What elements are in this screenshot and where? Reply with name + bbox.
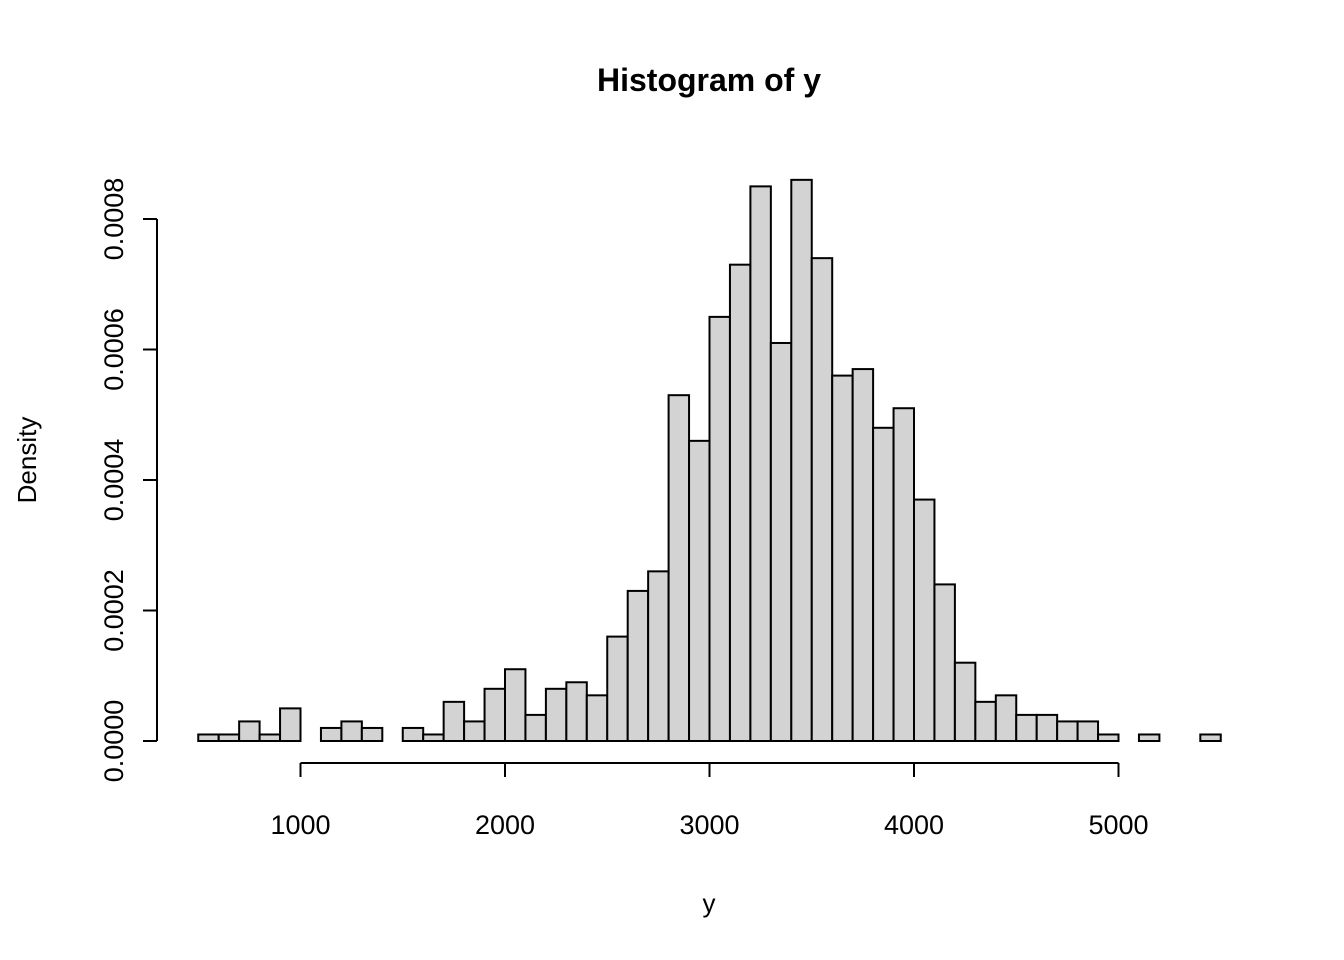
histogram-bar	[463, 720, 486, 742]
histogram-bar	[994, 694, 1018, 743]
histogram-bar	[708, 315, 731, 742]
histogram-bar	[1056, 720, 1079, 742]
y-axis: 0.0000 0.0002 0.0004 0.0006 0.0008	[99, 178, 158, 783]
histogram-bar	[974, 700, 997, 742]
histogram-bar	[749, 185, 772, 743]
x-tick-label: 4000	[884, 810, 944, 840]
histogram-bar	[913, 498, 936, 742]
histogram-bar	[1035, 713, 1059, 743]
x-tick-label: 2000	[475, 810, 535, 840]
histogram-bar	[442, 700, 466, 742]
histogram-bar	[401, 726, 425, 743]
histogram-bar	[504, 668, 527, 742]
histogram-bar	[728, 263, 752, 742]
y-tick-label: 0.0002	[99, 569, 129, 652]
histogram-bar	[1097, 733, 1120, 742]
x-tick-label: 3000	[679, 810, 739, 840]
y-axis-label: Density	[12, 417, 42, 504]
y-tick-label: 0.0004	[99, 439, 129, 522]
histogram-bar	[217, 733, 241, 742]
histogram-bar	[606, 635, 629, 742]
histogram-bar	[953, 661, 977, 743]
y-tick-label: 0.0000	[99, 700, 129, 783]
x-tick-label: 1000	[270, 810, 330, 840]
histogram-bar	[483, 687, 506, 742]
histogram-bar	[647, 570, 670, 742]
y-tick-label: 0.0006	[99, 308, 129, 391]
histogram-bar	[851, 368, 875, 742]
histogram-bar	[524, 713, 547, 743]
histogram-bar	[258, 733, 282, 742]
histogram-bar	[319, 726, 343, 743]
histogram-bar	[197, 733, 220, 742]
histogram-bar	[1199, 733, 1222, 742]
y-tick-label: 0.0008	[99, 178, 129, 261]
histogram-bar	[872, 426, 895, 742]
histogram-bar	[340, 720, 363, 742]
histogram-bar	[585, 694, 609, 743]
bars-group	[197, 178, 1222, 743]
histogram-bar	[238, 720, 261, 742]
histogram-bar	[688, 439, 711, 742]
x-axis: 1000 2000 3000 4000 5000	[270, 762, 1149, 840]
histogram-bar	[667, 394, 691, 742]
chart-title: Histogram of y	[597, 62, 821, 98]
x-tick-label: 5000	[1088, 810, 1148, 840]
histogram-bar	[544, 687, 568, 742]
histogram-bar	[279, 707, 302, 743]
histogram-bar	[831, 374, 854, 742]
histogram-bar	[790, 178, 813, 743]
x-axis-label: y	[703, 888, 716, 918]
histogram-bar	[1076, 720, 1100, 742]
histogram-bar	[565, 681, 588, 743]
histogram-bar	[810, 257, 834, 742]
histogram-bar	[1137, 733, 1161, 742]
histogram-bar	[933, 583, 956, 743]
histogram-bar	[360, 726, 384, 743]
histogram-bar	[626, 589, 650, 742]
histogram-bar	[892, 407, 915, 742]
histogram-bar	[769, 341, 793, 742]
histogram-bar	[1015, 713, 1038, 743]
histogram-bar	[422, 733, 445, 742]
